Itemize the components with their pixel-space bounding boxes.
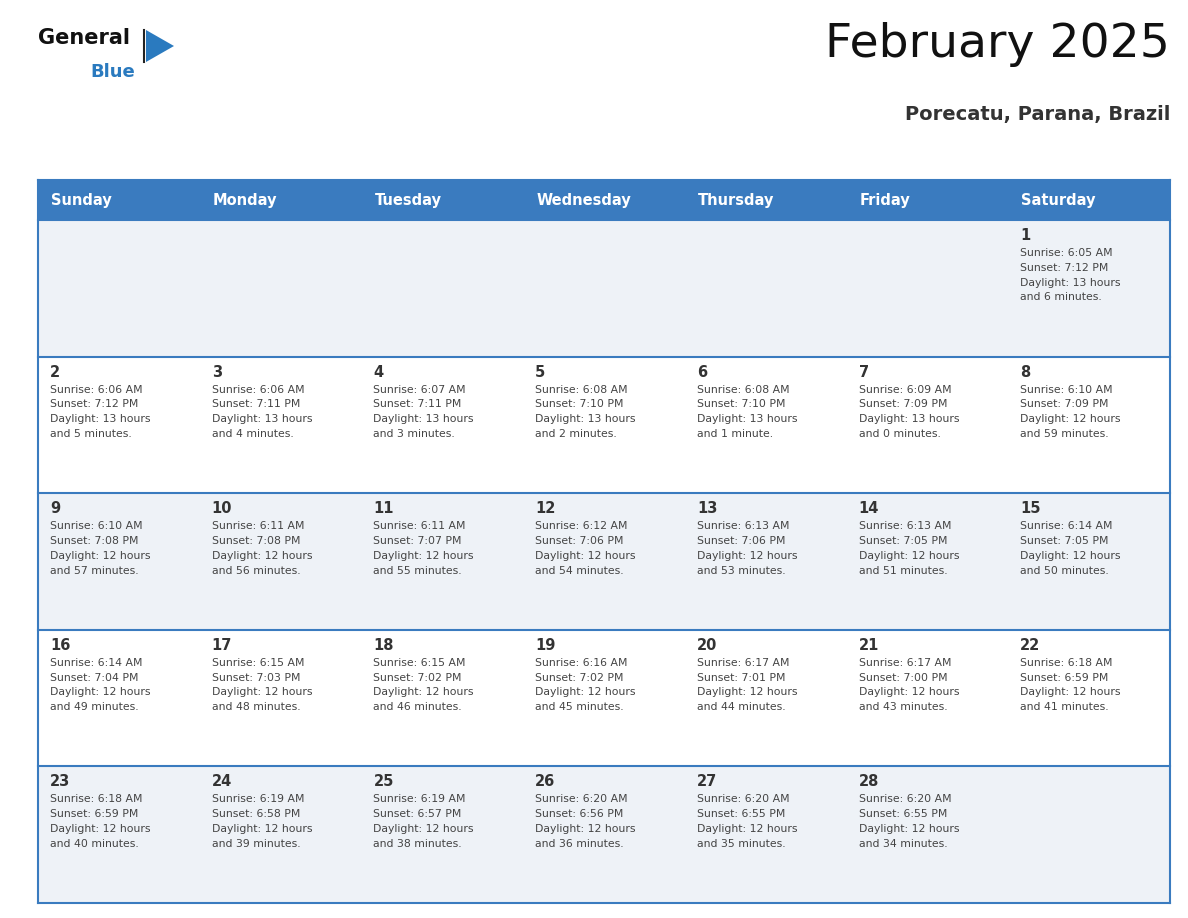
Text: Monday: Monday	[213, 193, 277, 207]
Text: Tuesday: Tuesday	[374, 193, 442, 207]
Text: 27: 27	[697, 775, 718, 789]
Text: Sunrise: 6:19 AM
Sunset: 6:57 PM
Daylight: 12 hours
and 38 minutes.: Sunrise: 6:19 AM Sunset: 6:57 PM Dayligh…	[373, 794, 474, 849]
Text: Sunrise: 6:05 AM
Sunset: 7:12 PM
Daylight: 13 hours
and 6 minutes.: Sunrise: 6:05 AM Sunset: 7:12 PM Dayligh…	[1020, 248, 1120, 302]
Text: Sunrise: 6:10 AM
Sunset: 7:08 PM
Daylight: 12 hours
and 57 minutes.: Sunrise: 6:10 AM Sunset: 7:08 PM Dayligh…	[50, 521, 151, 576]
Text: Sunrise: 6:20 AM
Sunset: 6:56 PM
Daylight: 12 hours
and 36 minutes.: Sunrise: 6:20 AM Sunset: 6:56 PM Dayligh…	[535, 794, 636, 849]
Bar	[38, 356, 1170, 493]
Text: 5: 5	[535, 364, 545, 380]
Text: General: General	[38, 28, 129, 48]
Text: Sunrise: 6:06 AM
Sunset: 7:11 PM
Daylight: 13 hours
and 4 minutes.: Sunrise: 6:06 AM Sunset: 7:11 PM Dayligh…	[211, 385, 312, 439]
Bar	[38, 630, 1170, 767]
Text: Sunrise: 6:18 AM
Sunset: 6:59 PM
Daylight: 12 hours
and 41 minutes.: Sunrise: 6:18 AM Sunset: 6:59 PM Dayligh…	[1020, 658, 1120, 712]
Text: Sunrise: 6:14 AM
Sunset: 7:04 PM
Daylight: 12 hours
and 49 minutes.: Sunrise: 6:14 AM Sunset: 7:04 PM Dayligh…	[50, 658, 151, 712]
Text: 17: 17	[211, 638, 232, 653]
Text: 26: 26	[535, 775, 556, 789]
Text: Sunrise: 6:11 AM
Sunset: 7:08 PM
Daylight: 12 hours
and 56 minutes.: Sunrise: 6:11 AM Sunset: 7:08 PM Dayligh…	[211, 521, 312, 576]
Bar	[38, 493, 1170, 630]
Text: 7: 7	[859, 364, 868, 380]
Text: 2: 2	[50, 364, 61, 380]
Bar	[38, 220, 1170, 356]
Text: Sunrise: 6:07 AM
Sunset: 7:11 PM
Daylight: 13 hours
and 3 minutes.: Sunrise: 6:07 AM Sunset: 7:11 PM Dayligh…	[373, 385, 474, 439]
Text: 15: 15	[1020, 501, 1041, 516]
Text: 12: 12	[535, 501, 556, 516]
Text: Sunrise: 6:18 AM
Sunset: 6:59 PM
Daylight: 12 hours
and 40 minutes.: Sunrise: 6:18 AM Sunset: 6:59 PM Dayligh…	[50, 794, 151, 849]
Text: Sunrise: 6:13 AM
Sunset: 7:05 PM
Daylight: 12 hours
and 51 minutes.: Sunrise: 6:13 AM Sunset: 7:05 PM Dayligh…	[859, 521, 959, 576]
Text: 11: 11	[373, 501, 394, 516]
Text: Sunrise: 6:20 AM
Sunset: 6:55 PM
Daylight: 12 hours
and 34 minutes.: Sunrise: 6:20 AM Sunset: 6:55 PM Dayligh…	[859, 794, 959, 849]
Text: Porecatu, Parana, Brazil: Porecatu, Parana, Brazil	[904, 105, 1170, 124]
Bar	[38, 180, 1170, 220]
Text: Sunrise: 6:08 AM
Sunset: 7:10 PM
Daylight: 13 hours
and 2 minutes.: Sunrise: 6:08 AM Sunset: 7:10 PM Dayligh…	[535, 385, 636, 439]
Text: 13: 13	[697, 501, 718, 516]
Text: 28: 28	[859, 775, 879, 789]
Text: Sunrise: 6:06 AM
Sunset: 7:12 PM
Daylight: 13 hours
and 5 minutes.: Sunrise: 6:06 AM Sunset: 7:12 PM Dayligh…	[50, 385, 151, 439]
Text: 9: 9	[50, 501, 61, 516]
Text: 21: 21	[859, 638, 879, 653]
Text: Sunrise: 6:09 AM
Sunset: 7:09 PM
Daylight: 13 hours
and 0 minutes.: Sunrise: 6:09 AM Sunset: 7:09 PM Dayligh…	[859, 385, 959, 439]
Text: Sunrise: 6:08 AM
Sunset: 7:10 PM
Daylight: 13 hours
and 1 minute.: Sunrise: 6:08 AM Sunset: 7:10 PM Dayligh…	[697, 385, 797, 439]
Bar	[38, 767, 1170, 903]
Text: Sunrise: 6:12 AM
Sunset: 7:06 PM
Daylight: 12 hours
and 54 minutes.: Sunrise: 6:12 AM Sunset: 7:06 PM Dayligh…	[535, 521, 636, 576]
Text: Blue: Blue	[90, 63, 134, 81]
Text: 14: 14	[859, 501, 879, 516]
Text: 1: 1	[1020, 228, 1030, 243]
Text: Sunrise: 6:13 AM
Sunset: 7:06 PM
Daylight: 12 hours
and 53 minutes.: Sunrise: 6:13 AM Sunset: 7:06 PM Dayligh…	[697, 521, 797, 576]
Text: February 2025: February 2025	[826, 22, 1170, 67]
Text: Saturday: Saturday	[1022, 193, 1095, 207]
Text: 18: 18	[373, 638, 394, 653]
Text: 19: 19	[535, 638, 556, 653]
Text: 3: 3	[211, 364, 222, 380]
Text: Wednesday: Wednesday	[536, 193, 631, 207]
Text: Sunday: Sunday	[51, 193, 112, 207]
Text: 16: 16	[50, 638, 70, 653]
Text: 22: 22	[1020, 638, 1041, 653]
Polygon shape	[146, 30, 173, 62]
Text: Thursday: Thursday	[697, 193, 775, 207]
Text: 6: 6	[697, 364, 707, 380]
Text: 4: 4	[373, 364, 384, 380]
Text: 20: 20	[697, 638, 718, 653]
Text: Sunrise: 6:16 AM
Sunset: 7:02 PM
Daylight: 12 hours
and 45 minutes.: Sunrise: 6:16 AM Sunset: 7:02 PM Dayligh…	[535, 658, 636, 712]
Text: 24: 24	[211, 775, 232, 789]
Text: 23: 23	[50, 775, 70, 789]
Text: Sunrise: 6:19 AM
Sunset: 6:58 PM
Daylight: 12 hours
and 39 minutes.: Sunrise: 6:19 AM Sunset: 6:58 PM Dayligh…	[211, 794, 312, 849]
Text: Sunrise: 6:20 AM
Sunset: 6:55 PM
Daylight: 12 hours
and 35 minutes.: Sunrise: 6:20 AM Sunset: 6:55 PM Dayligh…	[697, 794, 797, 849]
Text: 8: 8	[1020, 364, 1030, 380]
Text: 25: 25	[373, 775, 393, 789]
Text: Sunrise: 6:15 AM
Sunset: 7:03 PM
Daylight: 12 hours
and 48 minutes.: Sunrise: 6:15 AM Sunset: 7:03 PM Dayligh…	[211, 658, 312, 712]
Text: Sunrise: 6:17 AM
Sunset: 7:01 PM
Daylight: 12 hours
and 44 minutes.: Sunrise: 6:17 AM Sunset: 7:01 PM Dayligh…	[697, 658, 797, 712]
Text: Sunrise: 6:14 AM
Sunset: 7:05 PM
Daylight: 12 hours
and 50 minutes.: Sunrise: 6:14 AM Sunset: 7:05 PM Dayligh…	[1020, 521, 1120, 576]
Text: Sunrise: 6:10 AM
Sunset: 7:09 PM
Daylight: 12 hours
and 59 minutes.: Sunrise: 6:10 AM Sunset: 7:09 PM Dayligh…	[1020, 385, 1120, 439]
Text: Sunrise: 6:15 AM
Sunset: 7:02 PM
Daylight: 12 hours
and 46 minutes.: Sunrise: 6:15 AM Sunset: 7:02 PM Dayligh…	[373, 658, 474, 712]
Text: Friday: Friday	[860, 193, 910, 207]
Text: Sunrise: 6:11 AM
Sunset: 7:07 PM
Daylight: 12 hours
and 55 minutes.: Sunrise: 6:11 AM Sunset: 7:07 PM Dayligh…	[373, 521, 474, 576]
Text: 10: 10	[211, 501, 232, 516]
Text: Sunrise: 6:17 AM
Sunset: 7:00 PM
Daylight: 12 hours
and 43 minutes.: Sunrise: 6:17 AM Sunset: 7:00 PM Dayligh…	[859, 658, 959, 712]
